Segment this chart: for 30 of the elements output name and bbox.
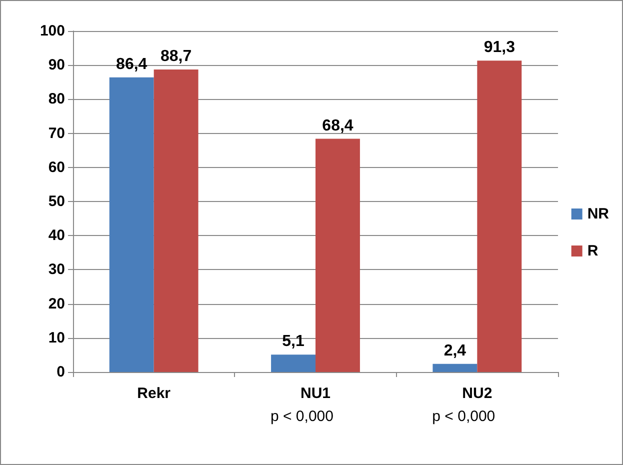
bar [316,138,360,372]
bar [271,354,316,372]
text: p < 0,000 [432,408,496,425]
bar [432,364,478,372]
text: p < 0,000 [270,408,334,425]
legend-label: R [587,242,598,260]
data-label: 86,4 [116,56,148,73]
data-label: 2,4 [444,342,466,360]
bar [109,77,154,372]
y-tick-label: 50 [48,193,65,210]
bar [154,70,198,372]
x-tick-label: Rekr [137,385,171,402]
y-tick-label: 20 [48,295,65,312]
y-tick-label: 40 [48,227,65,244]
y-tick-label: 80 [48,90,65,108]
y-tick-label: 10 [48,329,65,346]
data-label: 5,1 [282,333,304,350]
legend-label: NR [587,206,610,222]
data-label: 88,7 [160,48,192,66]
y-tick-label: 70 [48,124,65,142]
y-tick-label: 30 [48,261,65,278]
data-label: 91,3 [484,39,516,56]
y-tick-label: 100 [40,22,65,40]
data-label: 68,4 [322,117,354,134]
bar [477,60,522,372]
x-tick-label: NU2 [462,385,492,402]
y-tick-label: 0 [56,364,65,380]
y-tick-label: 90 [48,56,65,74]
x-tick-label: NU1 [300,385,331,402]
y-tick-label: 60 [48,158,65,176]
